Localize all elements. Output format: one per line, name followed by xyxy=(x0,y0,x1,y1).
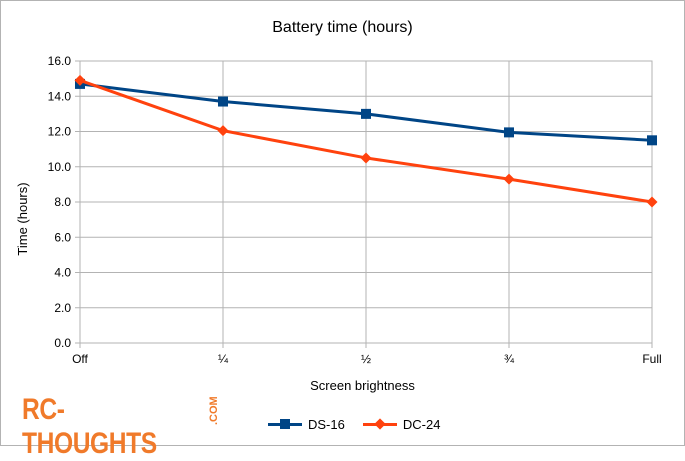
y-tick-label: 4.0 xyxy=(54,266,71,280)
x-tick-label: ¼ xyxy=(218,352,229,366)
gridlines xyxy=(79,60,653,348)
legend-label-dc24: DC-24 xyxy=(402,416,441,432)
site-logo: RC-THOUGHTS .COM xyxy=(22,393,222,460)
y-tick-label: 12.0 xyxy=(48,125,72,139)
data-point-dc-24 xyxy=(360,152,372,164)
chart-title: Battery time (hours) xyxy=(272,19,413,36)
data-point-ds-16 xyxy=(504,127,514,138)
y-tick-label: 10.0 xyxy=(48,160,72,174)
x-tick-label: ½ xyxy=(361,352,371,366)
y-tick-label: 6.0 xyxy=(54,230,71,244)
series-layer xyxy=(74,74,658,208)
data-point-ds-16 xyxy=(647,135,657,146)
x-tick-labels: Off ¼ ½ ¾ Full xyxy=(72,352,662,366)
line-chart: 0.0 2.0 4.0 6.0 8.0 10.0 12.0 14.0 16.0 Off ¼ ½ ¾ Fu… xyxy=(48,54,662,366)
y-tick-label: 0.0 xyxy=(54,336,71,350)
y-tick-labels: 0.0 2.0 4.0 6.0 8.0 10.0 12.0 14.0 16.0 xyxy=(48,54,72,350)
chart-frame xyxy=(0,0,685,446)
x-axis-label: Screen brightness xyxy=(310,378,415,393)
y-tick-label: 16.0 xyxy=(48,54,72,68)
logo-text: RC-THOUGHTS xyxy=(22,393,157,460)
legend-label-ds16: DS-16 xyxy=(308,416,345,432)
data-point-dc-24 xyxy=(217,125,229,137)
y-axis-label: Time (hours) xyxy=(15,182,30,256)
x-tick-label: Full xyxy=(642,352,661,366)
legend-item-ds16: DS-16 xyxy=(268,417,345,432)
legend-item-dc24: DC-24 xyxy=(362,416,441,432)
data-point-ds-16 xyxy=(218,96,228,107)
data-point-ds-16 xyxy=(361,108,371,119)
y-tick-label: 2.0 xyxy=(54,301,71,315)
y-tick-label: 14.0 xyxy=(48,89,72,103)
x-tick-label: ¾ xyxy=(504,352,515,366)
data-point-dc-24 xyxy=(74,74,86,86)
data-point-dc-24 xyxy=(503,173,515,185)
legend-swatch-ds16 xyxy=(268,417,302,431)
data-point-dc-24 xyxy=(646,196,658,208)
logo-suffix: .COM xyxy=(208,396,220,425)
legend: DS-16 DC-24 xyxy=(268,414,458,434)
y-tick-label: 8.0 xyxy=(54,195,71,209)
legend-swatch-dc24 xyxy=(362,417,397,431)
x-tick-label: Off xyxy=(72,352,88,366)
